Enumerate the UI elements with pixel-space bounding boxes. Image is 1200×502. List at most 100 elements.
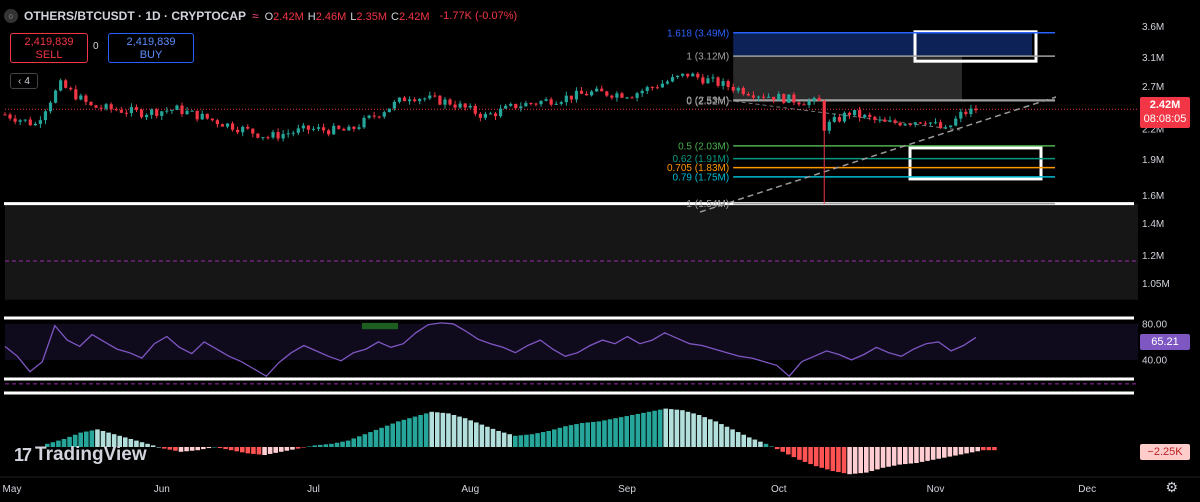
macd-bar [418, 415, 423, 447]
candle-body [271, 132, 275, 138]
macd-bar [390, 423, 396, 447]
ohlc-key: L [350, 11, 357, 23]
macd-bar [685, 411, 691, 447]
fib-level-label: 0.79 (1.75M) [673, 172, 730, 183]
indicator-count: 4 [24, 75, 30, 87]
candle-body [392, 101, 396, 109]
macd-bar [574, 424, 579, 447]
candle-body [230, 123, 235, 130]
target-box [913, 30, 1038, 63]
macd-bar [145, 443, 150, 447]
entry-box [908, 146, 1043, 181]
macd-bar [184, 447, 189, 452]
macd-bar [334, 442, 340, 447]
macd-bar [813, 447, 819, 467]
macd-bar [858, 447, 864, 474]
candle-body [605, 91, 609, 96]
ohlc-value: 2.42M [398, 11, 430, 23]
macd-bar [618, 417, 624, 447]
candle-body [84, 95, 88, 102]
sell-button[interactable]: 2,419,839 SELL [10, 33, 88, 63]
candle-body [129, 107, 134, 114]
candle-body [165, 110, 169, 112]
candle-body [241, 126, 245, 133]
collapse-indicators-button[interactable]: ‹ 4 [10, 73, 38, 89]
candle-body [175, 105, 179, 111]
candle-body [291, 132, 295, 134]
ohlc-readout: O2.42M H2.46M L2.35M C2.42M [265, 9, 434, 23]
candle-body [59, 80, 63, 91]
candle-body [787, 94, 791, 103]
candle-body [261, 137, 265, 139]
candle-body [514, 103, 518, 109]
candle-body [726, 81, 730, 87]
support-line [4, 202, 1134, 206]
macd-bar [613, 418, 618, 447]
macd-bar [139, 442, 145, 447]
candle-body [104, 104, 108, 109]
macd-bar [735, 432, 741, 447]
candle-body [266, 137, 270, 139]
macd-bar [212, 447, 217, 448]
tradingview-logo: 17 TradingView [14, 444, 147, 466]
macd-bar [719, 424, 724, 447]
macd-bar [680, 410, 685, 447]
fib-level-label: 1 (3.12M) [686, 52, 729, 63]
candle-body [215, 120, 219, 125]
candle-body [761, 96, 766, 98]
candle-body [362, 117, 366, 128]
candle-body [185, 110, 189, 115]
ohlc-key: H [307, 11, 316, 23]
candle-body [327, 130, 331, 135]
macd-bar [981, 447, 986, 451]
approx-icon[interactable]: ≈ [252, 9, 259, 23]
buy-button[interactable]: 2,419,839 BUY [108, 33, 194, 63]
macd-bar [529, 434, 535, 447]
macd-bar [61, 439, 67, 447]
candle-body [529, 103, 533, 105]
candle-body [807, 101, 811, 106]
candle-body [79, 95, 83, 100]
macd-bar [379, 427, 384, 447]
symbol-title[interactable]: OTHERS/BTCUSDT · 1D · CRYPTOCAP [24, 9, 247, 23]
macd-bar [329, 443, 334, 447]
candle-body [134, 107, 139, 110]
fib-level-label: 0.5 (2.03M) [678, 141, 729, 152]
macd-bar [279, 447, 284, 452]
candle-body [347, 126, 351, 131]
candle-body [772, 96, 776, 101]
macd-bar [769, 446, 774, 447]
candle-body [559, 102, 563, 104]
candle-body [337, 125, 341, 129]
candle-body [595, 88, 599, 92]
macd-bar [423, 413, 429, 447]
macd-bar [557, 427, 563, 447]
candle-body [382, 112, 386, 117]
macd-bar [446, 413, 451, 447]
candle-body [817, 97, 821, 101]
candle-body [837, 116, 842, 122]
candle-body [878, 119, 882, 121]
circle-icon: ○ [4, 9, 18, 23]
macd-bar [741, 434, 747, 447]
candle-body [777, 94, 781, 101]
macd-bar [507, 434, 513, 447]
macd-bar [401, 419, 407, 447]
macd-bar [323, 444, 329, 447]
separator-line [4, 316, 1134, 320]
candle-body [670, 77, 675, 82]
buy-label: BUY [139, 49, 163, 61]
fib-retracement[interactable]: 1.618 (3.49M) 1 (3.12M) 0 (2.52M)0 (2.53M)… [667, 28, 1057, 213]
candle-body [114, 109, 118, 111]
range-zone [5, 203, 1138, 300]
macd-bar [362, 434, 368, 447]
candle-body [933, 122, 938, 124]
macd-bar [708, 419, 713, 447]
macd-bar [201, 447, 206, 450]
macd-bar [178, 447, 184, 452]
macd-bar [535, 433, 540, 447]
rsi-tick-label: 40.00 [1142, 355, 1167, 366]
gear-icon[interactable]: ⚙ [1165, 479, 1178, 495]
price-tick-label: 1.9M [1142, 155, 1164, 166]
